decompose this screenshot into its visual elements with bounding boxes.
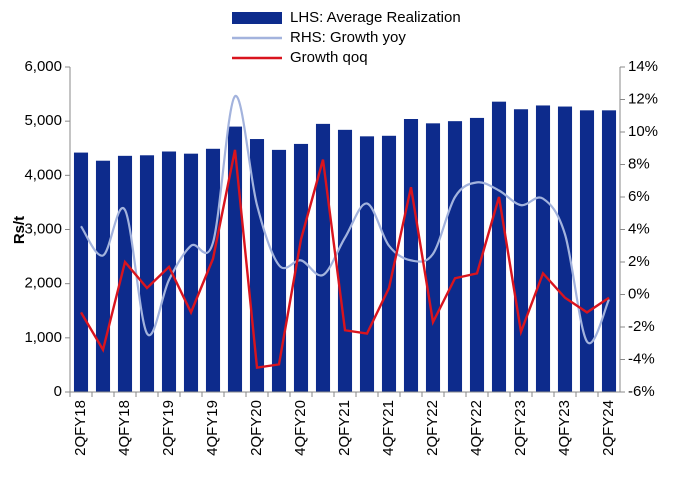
line-series: [79, 149, 610, 369]
y2-tick-label: 2%: [628, 253, 650, 270]
x-tick-label: 2QFY24: [600, 400, 617, 456]
y2-tick-label: 0%: [628, 285, 650, 302]
bar: [227, 126, 243, 392]
y-tick-label: 3,000: [24, 220, 62, 237]
x-tick-label: 2QFY21: [336, 400, 353, 456]
bar: [579, 110, 595, 392]
bar: [535, 105, 551, 392]
y-tick-label: 4,000: [24, 166, 62, 183]
bar: [601, 110, 617, 392]
bar: [513, 109, 529, 392]
bar: [403, 119, 419, 392]
legend-label: LHS: Average Realization: [290, 9, 461, 26]
bar: [469, 117, 485, 393]
y2-tick-label: 14%: [628, 58, 658, 75]
legend-label: Growth qoq: [290, 49, 368, 66]
legend-swatch: [232, 12, 282, 24]
y-axis-label: Rs/t: [11, 216, 28, 244]
y2-tick-label: 12%: [628, 90, 658, 107]
x-tick-label: 2QFY19: [160, 400, 177, 456]
bar: [337, 129, 353, 393]
y2-tick-label: -6%: [628, 383, 655, 400]
legend-label: RHS: Growth yoy: [290, 29, 406, 46]
x-tick-label: 2QFY23: [512, 400, 529, 456]
x-tick-label: 4QFY18: [116, 400, 133, 456]
y-tick-label: 2,000: [24, 275, 62, 292]
x-tick-label: 4QFY20: [292, 400, 309, 456]
bar: [271, 149, 287, 392]
x-tick-label: 2QFY18: [72, 400, 89, 456]
bar: [491, 101, 507, 393]
line-series: [80, 95, 611, 345]
bar: [447, 121, 463, 393]
y-tick-label: 5,000: [24, 112, 62, 129]
bar: [557, 106, 573, 393]
x-tick-label: 4QFY22: [468, 400, 485, 456]
x-tick-label: 4QFY19: [204, 400, 221, 456]
x-tick-label: 2QFY22: [424, 400, 441, 456]
y2-tick-label: 8%: [628, 155, 650, 172]
bar: [293, 143, 309, 392]
x-tick-label: 4QFY23: [556, 400, 573, 456]
bar: [161, 151, 177, 392]
bar: [117, 155, 133, 392]
bar: [381, 135, 397, 392]
x-tick-label: 2QFY20: [248, 400, 265, 456]
x-tick-label: 4QFY21: [380, 400, 397, 456]
y-tick-label: 6,000: [24, 58, 62, 75]
bar: [205, 148, 221, 392]
bar: [359, 136, 375, 392]
bar: [183, 153, 199, 392]
bar: [139, 155, 155, 392]
y-tick-label: 1,000: [24, 329, 62, 346]
y2-tick-label: 4%: [628, 220, 650, 237]
y2-tick-label: -2%: [628, 318, 655, 335]
y2-tick-label: 10%: [628, 123, 658, 140]
bar: [95, 160, 111, 392]
y-tick-label: 0: [54, 383, 62, 400]
y2-tick-label: -4%: [628, 350, 655, 367]
y2-tick-label: 6%: [628, 188, 650, 205]
bar: [73, 152, 89, 392]
bar: [425, 123, 441, 392]
